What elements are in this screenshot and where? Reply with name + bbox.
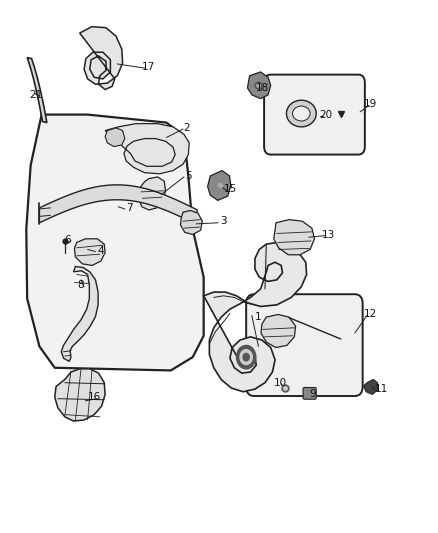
Text: 17: 17 [142, 62, 155, 71]
Text: 20: 20 [320, 110, 333, 119]
Polygon shape [364, 379, 378, 394]
Text: 1: 1 [255, 312, 262, 322]
Polygon shape [204, 243, 307, 392]
Text: 5: 5 [185, 171, 192, 181]
Text: 21: 21 [29, 90, 42, 100]
Polygon shape [55, 369, 105, 421]
Text: 15: 15 [223, 184, 237, 194]
Circle shape [243, 353, 249, 361]
Text: 13: 13 [322, 230, 335, 239]
Polygon shape [26, 115, 204, 370]
Polygon shape [261, 314, 296, 348]
Polygon shape [80, 27, 123, 90]
FancyBboxPatch shape [264, 75, 365, 155]
Ellipse shape [286, 100, 316, 127]
Circle shape [237, 345, 256, 369]
Text: 18: 18 [256, 83, 269, 93]
Polygon shape [274, 220, 314, 255]
Text: 9: 9 [310, 390, 317, 399]
Polygon shape [138, 177, 166, 210]
Text: 10: 10 [274, 378, 287, 387]
Text: 7: 7 [126, 203, 133, 213]
Text: 3: 3 [220, 216, 227, 226]
Polygon shape [27, 58, 47, 123]
Polygon shape [61, 266, 98, 361]
Text: 4: 4 [97, 246, 104, 255]
Text: 2: 2 [183, 123, 190, 133]
Text: 6: 6 [64, 235, 71, 245]
Polygon shape [180, 211, 202, 235]
Polygon shape [105, 128, 125, 147]
Text: 8: 8 [78, 280, 85, 290]
Text: 11: 11 [374, 384, 388, 394]
FancyBboxPatch shape [246, 294, 363, 396]
Polygon shape [105, 124, 189, 174]
Circle shape [240, 350, 252, 365]
Text: 19: 19 [364, 99, 377, 109]
FancyBboxPatch shape [303, 387, 316, 399]
Text: 16: 16 [88, 392, 101, 402]
Polygon shape [247, 72, 271, 99]
Polygon shape [39, 185, 197, 225]
Ellipse shape [293, 106, 310, 121]
Text: 12: 12 [364, 310, 377, 319]
Polygon shape [74, 239, 105, 265]
Polygon shape [208, 171, 231, 200]
